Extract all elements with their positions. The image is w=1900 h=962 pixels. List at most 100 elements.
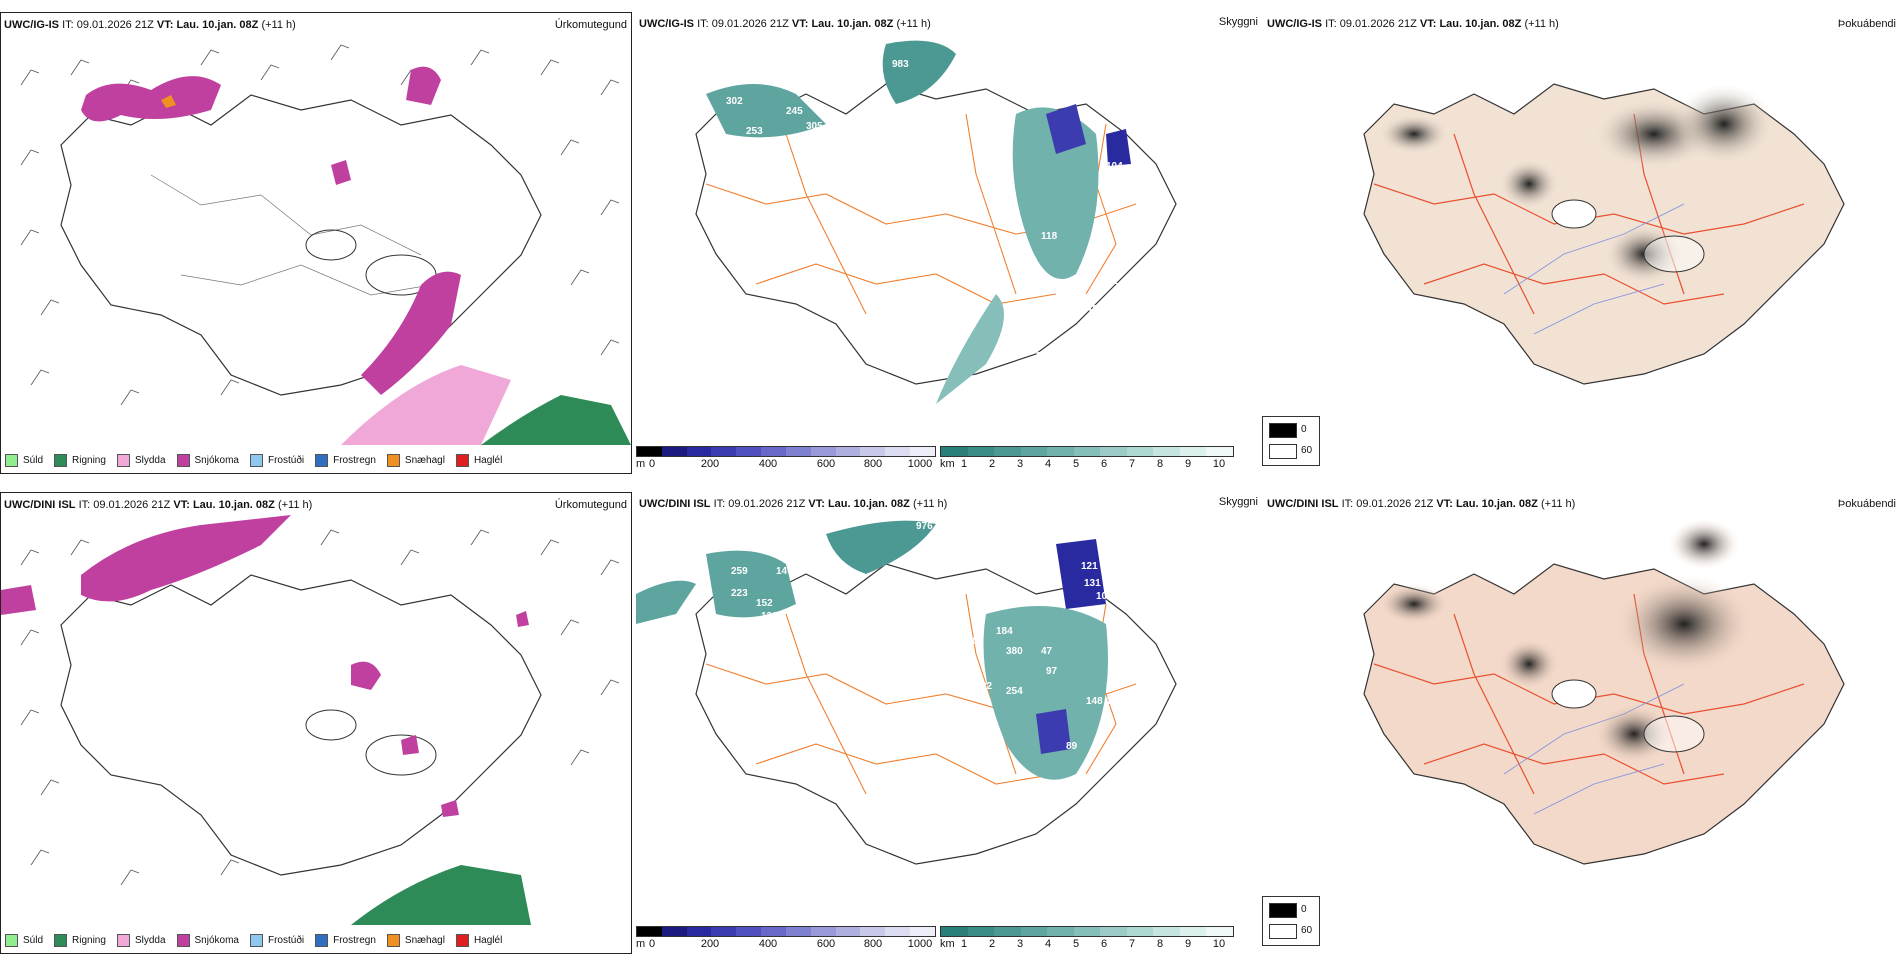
colorbar-ticks: m 0 200 400 600 800 1000 [636,458,933,470]
legend-swatch-light [1269,924,1297,939]
precip-type-panel: UWC/IG-IS IT: 09.01.2026 21Z VT: Lau. 10… [0,12,632,474]
legend-swatch-light [1269,444,1297,459]
visibility-value-label: 148 [1086,696,1103,707]
precip-type-legend: Súld Rigning Slydda Snjókoma Frostúði Fr… [5,454,502,467]
visibility-value-label: 190 [961,636,978,647]
visibility-colorbar: km 1 2 3 4 5 6 7 8 9 10 [940,446,1234,472]
precip-type-legend: Súld Rigning Slydda Snjókoma Frostúði Fr… [5,934,502,947]
visibility-value-label: 305 [806,121,823,132]
panel-title: UWC/IG-IS IT: 09.01.2026 21Z VT: Lau. 10… [4,19,296,31]
visibility-value-label: 259 [731,566,748,577]
legend-item: Rigning [54,934,106,947]
visibility-value-label: 254 [1006,686,1023,697]
colorbar-strip [940,926,1234,937]
visibility-value-label: 105 [946,686,963,697]
precip-map [1,515,620,925]
visibility-value-label: 131 [1084,578,1101,589]
panel-title: UWC/DINI ISL IT: 09.01.2026 21Z VT: Lau.… [4,499,313,511]
ceiling-colorbar: m 0 200 400 600 800 1000 [636,926,936,952]
panel-name: Úrkomutegund [554,499,627,511]
colorbar-ticks: km 1 2 3 4 5 6 7 8 9 10 [940,938,1226,950]
fog-indicator-panel: UWC/IG-IS IT: 09.01.2026 21Z VT: Lau. 10… [1262,12,1900,474]
visibility-map: 976 259 14 223 152 132 121 129 131 106 1… [636,520,1177,865]
legend-item: Snæhagl [386,934,445,947]
legend-item: Rigning [54,454,106,467]
fog-legend: 0 60 [1262,416,1320,466]
panel-title: UWC/IG-IS IT: 09.01.2026 21Z VT: Lau. 10… [639,18,931,30]
visibility-value-label: 87 [1106,681,1118,692]
legend-item: Snjókoma [176,934,239,947]
visibility-value-label: 104 [1141,696,1158,707]
visibility-value-label: 129 [1111,566,1128,577]
rivers [1503,203,1685,335]
fog-legend: 0 60 [1262,896,1320,946]
legend-item: Frostúði [249,934,304,947]
row-uwc-dini-isl: UWC/DINI ISL IT: 09.01.2026 21Z VT: Lau.… [0,492,1900,962]
legend-item: Frostúði [249,454,304,467]
fog-map [1363,519,1845,865]
legend-item: Súld [5,934,43,947]
panel-title: UWC/DINI ISL IT: 09.01.2026 21Z VT: Lau.… [1267,498,1576,510]
panel-name: Úrkomutegund [554,19,627,31]
fog-indicator-panel: UWC/DINI ISL IT: 09.01.2026 21Z VT: Lau.… [1262,492,1900,954]
visibility-value-label: 619 [1041,98,1058,109]
visibility-value-label: 223 [731,588,748,599]
legend-swatch [54,934,68,947]
wind-barbs [20,529,620,886]
legend-swatch [116,934,130,947]
legend-item: Frostregn [315,934,376,947]
visibility-value-label: 121 [1081,561,1098,572]
panel-title: UWC/IG-IS IT: 09.01.2026 21Z VT: Lau. 10… [1267,18,1559,30]
visibility-value-label: 106 [946,166,963,177]
legend-swatch [455,934,469,947]
visibility-value-label: 380 [1006,646,1023,657]
visibility-value-label: 880 [836,131,853,142]
legend-swatch [176,934,190,947]
visibility-value-label: 228 [716,141,733,152]
legend-swatch-dark [1269,423,1297,438]
visibility-value-label: 235 [1036,351,1053,362]
visibility-value-label: 22 [981,681,993,692]
visibility-value-label: 184 [996,626,1013,637]
visibility-value-label: 118 [1041,231,1058,242]
legend-swatch [386,454,400,467]
legend-item: Slydda [116,934,166,947]
legend-item: Snjókoma [176,454,239,467]
panel-name: Skyggni [1218,496,1258,508]
legend-item: Haglél [455,934,502,947]
legend-swatch [5,454,18,467]
colorbar-ticks: km 1 2 3 4 5 6 7 8 9 10 [940,458,1226,470]
panel-title: UWC/DINI ISL IT: 09.01.2026 21Z VT: Lau.… [639,498,948,510]
precip-map [20,44,631,445]
legend-swatch [249,454,263,467]
visibility-value-label: 106 [1106,696,1123,707]
legend-swatch [386,934,400,947]
ceiling-colorbar: m 0 200 400 600 800 1000 [636,446,936,472]
panel-name: Þokuábendi [1837,18,1896,30]
visibility-value-label: 976 [916,521,933,532]
visibility-value-label: 104 [1106,161,1123,172]
visibility-value-label: 152 [756,598,773,609]
visibility-value-label: 497 [1041,316,1058,327]
visibility-value-label: 94 [1021,251,1033,262]
legend-swatch [315,934,329,947]
visibility-value-label: 47 [1041,646,1053,657]
legend-swatch [455,454,469,467]
colorbar-strip [940,446,1234,457]
legend-swatch [176,454,190,467]
visibility-value-label: 302 [726,96,743,107]
visibility-value-label: 14 [776,566,788,577]
legend-item: Súld [5,454,43,467]
colorbar-ticks: m 0 200 400 600 800 1000 [636,938,933,950]
row-uwc-ig-is: UWC/IG-IS IT: 09.01.2026 21Z VT: Lau. 10… [0,12,1900,482]
visibility-value-label: 253 [746,126,763,137]
visibility-value-label: 127 [991,191,1008,202]
road-network [705,113,1137,315]
visibility-value-label: 89 [1066,741,1078,752]
rivers [1503,683,1685,815]
visibility-value-label: 326 [746,144,763,155]
legend-swatch-dark [1269,903,1297,918]
fog-map [1363,83,1845,385]
legend-swatch [315,454,329,467]
visibility-value-label: 132 [761,611,778,622]
